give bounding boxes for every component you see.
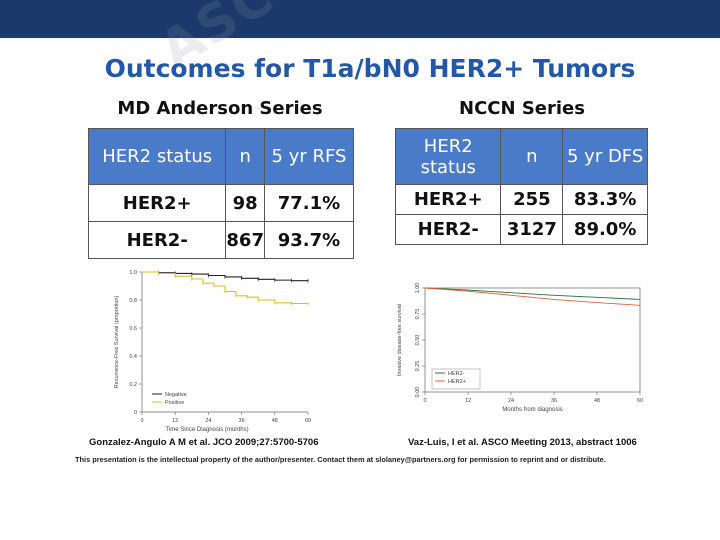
disclaimer: This presentation is the intellectual pr… — [75, 455, 606, 464]
y-tick-label: 0.8 — [129, 298, 137, 304]
x-tick-label: 0 — [423, 398, 426, 404]
x-tick-label: 48 — [594, 398, 600, 404]
header-5yr-dfs: 5 yr DFS — [562, 128, 648, 185]
x-tick-label: 48 — [272, 418, 278, 424]
header-her2-status: HER2 status — [394, 128, 502, 185]
y-tick-label: 0 — [134, 410, 137, 416]
cell-status: HER2- — [87, 221, 227, 259]
cell-status: HER2- — [394, 214, 502, 245]
x-axis-label: Months from diagnosis — [502, 407, 562, 413]
legend-box — [431, 368, 481, 390]
x-tick-label: 24 — [205, 418, 211, 424]
legend-label: Positive — [165, 400, 184, 406]
series-line-her2 — [424, 287, 641, 306]
y-axis-label: Recurrence-Free Survival (proportion) — [114, 296, 120, 389]
nccn-survival-plot: 0 12 24 36 48 60 0.00 0.25 0.50 0.75 1.00 Months fr… — [397, 283, 643, 413]
x-tick-label: 12 — [465, 398, 471, 404]
cell-rate: 77.1% — [263, 184, 355, 222]
y-tick-label: 1.00 — [415, 283, 421, 294]
header-band — [0, 0, 720, 38]
legend-label: Negative — [165, 392, 187, 398]
table-header-row: HER2 status n 5 yr DFS — [394, 128, 648, 185]
y-tick-label: 0.2 — [129, 382, 137, 388]
header-her2-status: HER2 status — [87, 128, 227, 185]
nccn-title: NCCN Series — [459, 98, 585, 119]
y-tick-label: 0.4 — [129, 354, 137, 360]
x-axis-label: Time Since Diagnosis (months) — [165, 427, 248, 433]
table-row: HER2+ 255 83.3% — [394, 184, 648, 215]
legend-label: HER2- — [448, 371, 465, 377]
table-row: HER2- 867 93.7% — [87, 221, 355, 259]
cell-rate: 93.7% — [263, 221, 355, 259]
md-anderson-table: HER2 status n 5 yr RFS HER2+ 98 77.1% HE… — [87, 128, 355, 259]
cell-n: 867 — [225, 221, 265, 259]
cell-status: HER2+ — [394, 184, 502, 215]
y-tick-label: 0.25 — [415, 361, 421, 372]
y-axis-label: Invasive disease-free survival — [397, 304, 403, 376]
x-tick-label: 60 — [305, 418, 311, 424]
y-tick-label: 0.00 — [415, 387, 421, 398]
md-anderson-title: MD Anderson Series — [117, 98, 323, 119]
x-tick-label: 36 — [551, 398, 557, 404]
cell-n: 98 — [225, 184, 265, 222]
header-5yr-rfs: 5 yr RFS — [263, 128, 355, 185]
x-tick-label: 36 — [239, 418, 245, 424]
y-tick-label: 0.6 — [129, 326, 137, 332]
series-line-her2 — [424, 287, 641, 300]
header-n: n — [500, 128, 564, 185]
legend-label: HER2+ — [448, 379, 466, 385]
cell-rate: 89.0% — [562, 214, 648, 245]
table-row: HER2+ 98 77.1% — [87, 184, 355, 222]
x-tick-label: 60 — [637, 398, 643, 404]
x-tick-label: 0 — [140, 418, 143, 424]
table-row: HER2- 3127 89.0% — [394, 214, 648, 245]
header-n: n — [225, 128, 265, 185]
nccn-table: HER2 status n 5 yr DFS HER2+ 255 83.3% H… — [394, 128, 648, 245]
cell-n: 255 — [500, 184, 564, 215]
citation-right: Vaz-Luis, I et al. ASCO Meeting 2013, ab… — [408, 437, 637, 448]
y-tick-label: 0.50 — [415, 335, 421, 346]
cell-n: 3127 — [500, 214, 564, 245]
cell-status: HER2+ — [87, 184, 227, 222]
y-tick-label: 1.0 — [129, 270, 137, 276]
slide-title: Outcomes for T1a/bN0 HER2+ Tumors — [104, 54, 636, 83]
cell-rate: 83.3% — [562, 184, 648, 215]
citation-left: Gonzalez-Angulo A M et al. JCO 2009;27:5… — [89, 437, 319, 448]
table-header-row: HER2 status n 5 yr RFS — [87, 128, 355, 185]
md-anderson-survival-plot: 0 12 24 36 48 60 0 0.2 0.4 0.6 0.8 1.0 Time Since Di… — [114, 270, 311, 433]
x-tick-label: 12 — [172, 418, 178, 424]
y-tick-label: 0.75 — [415, 309, 421, 320]
x-tick-label: 24 — [508, 398, 514, 404]
